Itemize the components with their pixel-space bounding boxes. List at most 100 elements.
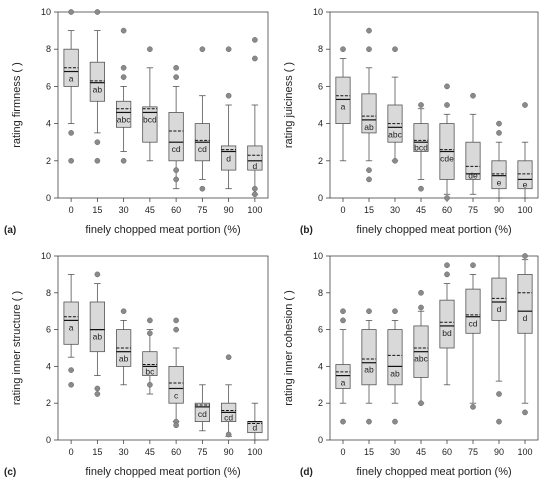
group-letter: e <box>497 178 502 188</box>
y-tick-label: 8 <box>318 44 323 54</box>
outlier-point <box>366 167 372 173</box>
y-tick-label: 8 <box>46 288 51 298</box>
outlier-point <box>444 195 450 201</box>
plot-frame <box>329 11 539 199</box>
y-axis-title: rating inner structure ( ) <box>11 291 23 405</box>
outlier-point <box>120 27 127 34</box>
outlier-point <box>522 102 528 108</box>
y-tick-label: 4 <box>318 119 323 129</box>
x-tick-label: 60 <box>442 205 452 215</box>
y-tick-label: 2 <box>318 156 323 166</box>
outlier-point <box>366 418 372 425</box>
x-tick-label: 30 <box>119 447 129 457</box>
group-letter: cd <box>198 409 207 419</box>
box-group: ab <box>387 308 403 425</box>
group-letter: de <box>468 170 478 180</box>
outlier-point <box>366 176 372 183</box>
outlier-point <box>522 253 528 259</box>
outlier-point <box>496 120 502 127</box>
x-tick-label: 90 <box>224 447 234 457</box>
x-tick-label: 45 <box>145 205 155 215</box>
x-tick-label: 15 <box>364 447 374 457</box>
box <box>439 299 455 349</box>
x-tick-label: 15 <box>92 205 102 215</box>
group-letter: cd <box>172 144 181 154</box>
box-group: de <box>465 92 481 195</box>
box <box>361 329 377 386</box>
outlier-point <box>340 308 346 315</box>
group-letter: abc <box>388 129 402 139</box>
box <box>361 93 377 134</box>
box-group: bcd <box>142 46 158 162</box>
x-tick-label: 30 <box>119 205 129 215</box>
group-letter: ab <box>364 365 374 375</box>
y-tick-label: 6 <box>318 325 323 335</box>
x-tick-label: 75 <box>197 447 207 457</box>
outlier-point <box>120 308 127 315</box>
group-letter: d <box>497 304 502 314</box>
x-tick-label: 75 <box>468 205 478 215</box>
y-tick-label: 2 <box>46 398 51 408</box>
group-letter: cde <box>440 154 454 164</box>
outlier-point <box>199 185 206 192</box>
outlier-point <box>94 157 101 164</box>
panel-label: (a) <box>4 225 16 236</box>
outlier-point <box>68 157 74 164</box>
x-tick-label: 75 <box>468 447 478 457</box>
group-letter: cd <box>198 144 207 154</box>
outlier-point <box>94 385 101 392</box>
group-letter: bc <box>145 367 155 377</box>
outlier-point <box>173 74 179 80</box>
outlier-point <box>94 391 101 397</box>
group-letter: d <box>253 161 258 171</box>
outlier-point <box>470 262 476 269</box>
box <box>142 351 158 376</box>
box-group: ab <box>361 308 377 425</box>
plot-frame <box>57 11 269 199</box>
outlier-point <box>120 74 127 80</box>
x-tick-label: 45 <box>416 205 426 215</box>
outlier-point <box>147 381 153 388</box>
outlier-point <box>252 37 258 43</box>
box <box>89 61 105 102</box>
box <box>491 160 507 190</box>
x-axis-title: finely chopped meat portion (%) <box>85 224 240 236</box>
box-group: abc <box>413 289 429 407</box>
x-tick-label: 100 <box>247 205 262 215</box>
outlier-point <box>418 304 424 311</box>
box-group: e <box>517 102 533 199</box>
y-tick-label: 2 <box>46 156 51 166</box>
box-group: cd <box>194 46 210 192</box>
box-group: abc <box>387 46 403 164</box>
outlier-point <box>392 157 398 164</box>
box-group: ab <box>116 308 132 386</box>
box-group: cde <box>439 83 455 201</box>
box <box>194 402 210 423</box>
outlier-point <box>173 167 179 173</box>
y-tick-label: 10 <box>41 7 51 17</box>
outlier-point <box>252 55 258 62</box>
box-group: cd <box>221 354 237 438</box>
outlier-point <box>173 317 179 324</box>
box-group: a <box>335 46 351 162</box>
box <box>517 160 533 190</box>
x-axis-title: finely chopped meat portion (%) <box>356 224 511 236</box>
box-group: bc <box>142 317 158 395</box>
x-tick-label: 30 <box>390 205 400 215</box>
y-tick-label: 10 <box>313 7 323 17</box>
group-letter: ab <box>93 85 103 95</box>
x-tick-label: 30 <box>390 447 400 457</box>
box <box>168 365 184 404</box>
outlier-point <box>340 317 346 324</box>
box-group: cd <box>168 64 184 190</box>
box-group: cd <box>194 384 210 432</box>
x-tick-label: 100 <box>517 205 532 215</box>
group-letter: ab <box>390 368 400 378</box>
group-letter: d <box>253 423 258 433</box>
group-letter: ab <box>93 332 103 342</box>
y-tick-label: 8 <box>318 288 323 298</box>
box <box>89 301 105 353</box>
outlier-point <box>418 102 424 108</box>
